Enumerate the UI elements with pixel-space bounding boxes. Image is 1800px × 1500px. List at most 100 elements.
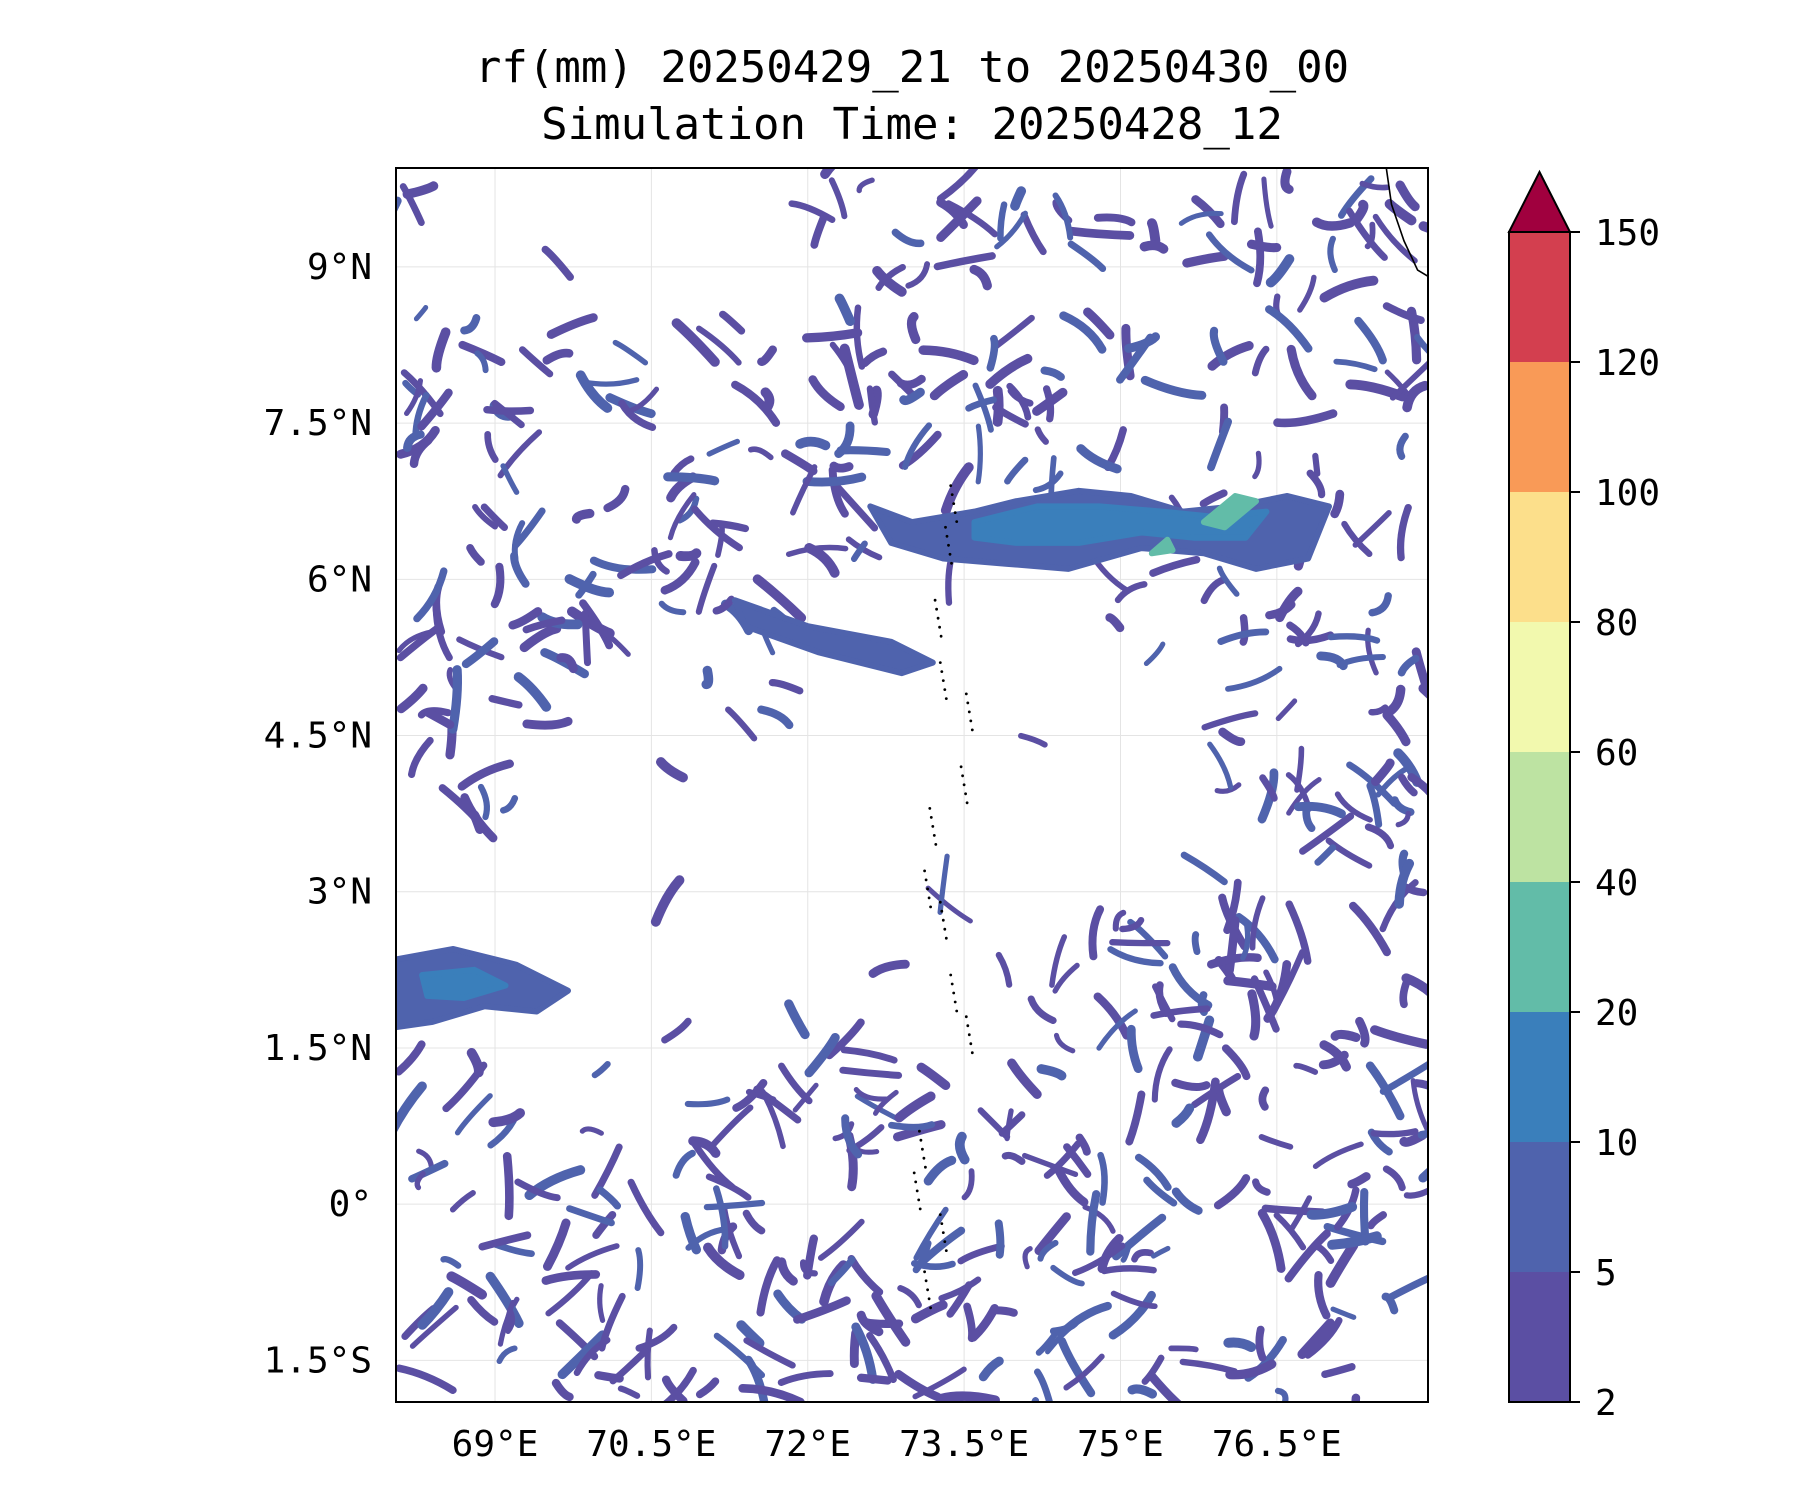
rain-streak-467	[1216, 565, 1240, 597]
rain-streak-104	[817, 1218, 865, 1261]
rain-streak-353	[513, 672, 552, 712]
rain-streak-276	[1214, 782, 1242, 794]
rain-streak-546	[1054, 1166, 1089, 1207]
rain-streak-150	[661, 1375, 688, 1402]
rain-streak-302	[997, 201, 1008, 242]
island-dot-9-3	[953, 1000, 957, 1004]
rain-streak-386	[627, 1178, 665, 1237]
rain-streak-4	[833, 482, 879, 532]
rain-streak-62	[1147, 1372, 1183, 1402]
rain-streak-348	[713, 1185, 729, 1250]
rain-streak-46	[1231, 170, 1248, 226]
rain-streak-543	[564, 574, 615, 598]
rain-streak-294	[995, 951, 1013, 988]
island-dot-6-1	[929, 816, 933, 819]
rain-streak-535	[1171, 1103, 1195, 1128]
rain-streak-571	[1022, 1246, 1033, 1270]
rain-streak-253	[457, 759, 514, 791]
lat-tick-label-0: 9°N	[307, 247, 372, 288]
rain-streak-496	[413, 567, 448, 623]
rain-streak-573	[1150, 1245, 1171, 1259]
island-dot-14-4	[929, 1306, 932, 1310]
rain-streak-272	[522, 716, 573, 730]
rain-streak-249	[454, 1093, 493, 1136]
island-dot-9-1	[950, 982, 954, 986]
rain-streak-405	[1395, 810, 1411, 828]
rain-streak-566	[1389, 360, 1428, 401]
rain-streak-565	[916, 1062, 951, 1091]
island-dot-7-3	[927, 896, 931, 900]
island-dot-2-4	[939, 634, 943, 638]
rain-streak-44	[923, 1155, 957, 1186]
island-dot-3-0	[938, 661, 942, 664]
rain-streak-128	[1319, 275, 1379, 303]
rain-streak-30	[1299, 812, 1355, 855]
rain-streak-300	[1067, 240, 1107, 273]
rain-streak-421	[1265, 254, 1295, 288]
rain-band-6	[731, 597, 936, 677]
rain-streak-563	[409, 436, 433, 469]
rain-streak-463	[396, 1040, 426, 1076]
colorbar-swatch-3	[1509, 882, 1570, 1012]
island-dot-12-0	[912, 1171, 916, 1175]
rain-streak-522	[1072, 1242, 1126, 1276]
rain-streak-495	[1255, 1325, 1267, 1362]
colorbar-label-7: 100	[1595, 473, 1660, 514]
rain-streak-575	[1294, 745, 1305, 793]
rain-band-3	[1148, 536, 1176, 557]
lat-tick-label-1: 7.5°N	[264, 403, 372, 444]
rain-streak-284	[399, 183, 425, 226]
rain-streak-360	[1330, 1029, 1361, 1042]
rain-streak-356	[1200, 576, 1227, 605]
rain-streak-586	[1149, 555, 1201, 577]
rain-band-2	[1200, 493, 1259, 531]
rain-streak-537	[808, 375, 845, 412]
island-dot-10-2	[967, 1033, 971, 1037]
rain-streak-259	[1382, 710, 1411, 747]
rain-streak-269	[1327, 1231, 1382, 1250]
rain-streak-524	[872, 266, 907, 297]
rain-streak-291	[1107, 946, 1164, 967]
colorbar: 2 5 10 20 40 60 80 100 120 150	[1507, 169, 1660, 1424]
island-dot-7-4	[929, 905, 932, 909]
rain-streak-152	[902, 422, 933, 470]
rain-streak-529	[906, 312, 921, 345]
island-dot-9-4	[955, 1009, 959, 1013]
rain-streak-349	[1223, 878, 1242, 935]
rain-streak-158	[474, 350, 489, 374]
island-dot-13-3	[943, 1240, 947, 1243]
rain-streak-433	[899, 387, 925, 405]
island-dot-2-1	[935, 607, 938, 611]
rain-streak-570	[1150, 1005, 1211, 1019]
rain-streak-282	[1131, 1249, 1154, 1263]
rain-streak-238	[581, 609, 591, 667]
rain-streak-343	[546, 313, 598, 339]
rain-streak-579	[1225, 1359, 1277, 1380]
colorbar-label-0: 2	[1595, 1383, 1617, 1424]
rain-streak-412	[936, 198, 968, 230]
island-dot-14-3	[927, 1297, 931, 1301]
rain-streak-435	[1108, 1290, 1156, 1340]
longitude-ticks: 69°E 70.5°E 72°E 73.5°E 75°E 76.5°E	[452, 1424, 1342, 1465]
rain-streak-552	[1083, 307, 1115, 340]
rain-streak-424	[508, 607, 543, 630]
island-dot-14-2	[926, 1288, 929, 1292]
rain-streak-274	[1040, 366, 1065, 381]
colorbar-swatch-5	[1509, 622, 1570, 752]
rain-streak-484	[1396, 432, 1409, 460]
rain-streak-101	[565, 1243, 620, 1271]
rain-streak-461	[691, 505, 743, 552]
rain-streak-60	[618, 399, 657, 431]
rain-streak-410	[866, 1332, 897, 1384]
rain-streak-40	[480, 503, 508, 531]
rain-band-5	[419, 966, 509, 1001]
rain-streak-383	[676, 495, 700, 524]
rain-streak-256	[1140, 375, 1207, 400]
rain-streak-542	[1007, 387, 1034, 407]
rain-streak-219	[1368, 704, 1389, 716]
island-dot-0-1	[950, 493, 954, 496]
rain-streak-7	[1234, 913, 1279, 964]
rain-streak-469	[1399, 978, 1411, 1009]
rain-streak-526	[1076, 444, 1122, 474]
rain-streak-514	[1124, 332, 1160, 353]
